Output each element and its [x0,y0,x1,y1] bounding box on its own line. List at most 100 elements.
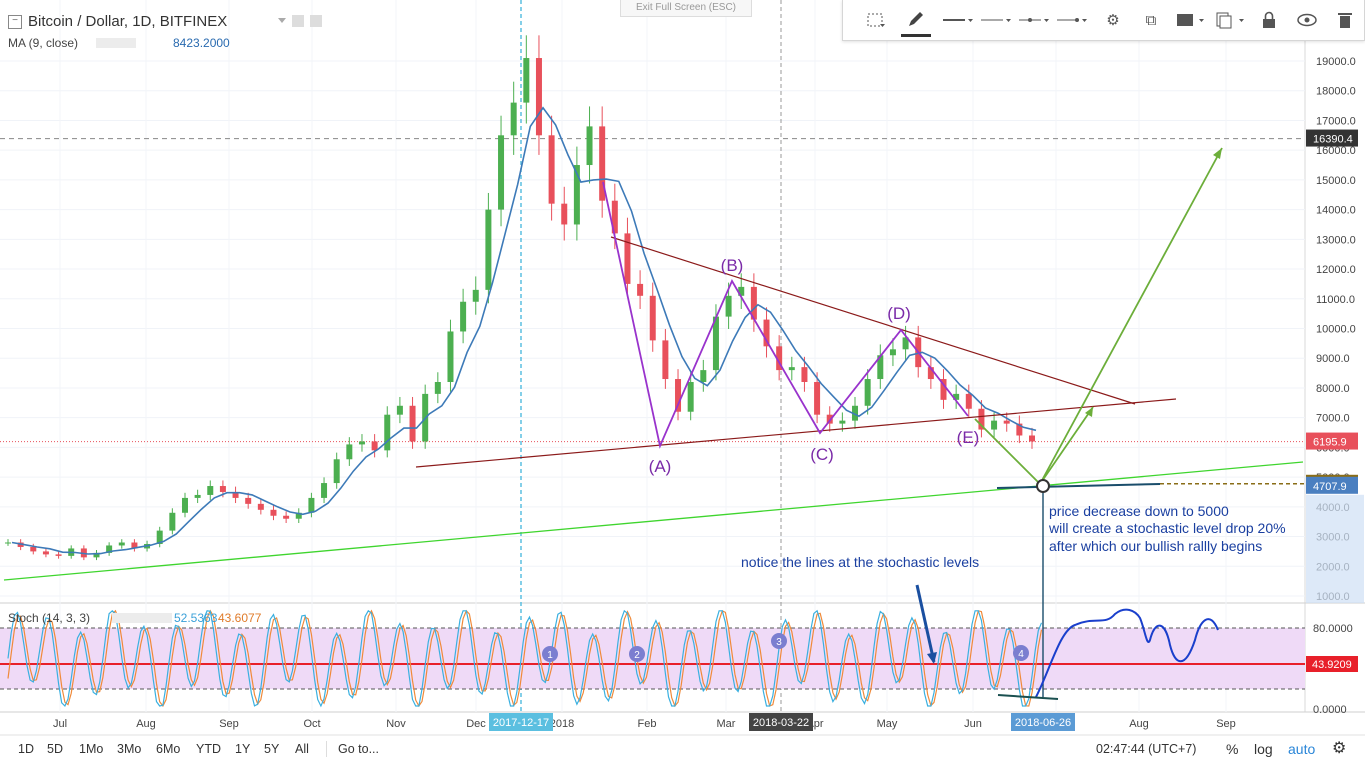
time-tick-label: Aug [1129,718,1149,730]
drawing-toolbar: ⚙ ⧉ [842,0,1365,41]
candle-body [523,58,530,103]
ma-label[interactable]: MA (9, close) [8,36,79,50]
support-line [415,398,1177,468]
candle-body [510,102,517,136]
candle-body [852,405,859,421]
stoch-tick-label: 0.0000 [1313,704,1347,716]
candle-body [181,497,188,513]
stoch-d-value: 43.6077 [218,611,262,625]
support-zone-line [996,483,1161,489]
line-style-icon[interactable] [941,6,975,34]
price-tick-label: 17000.0 [1316,115,1356,127]
date-tag [489,713,553,731]
trash-icon[interactable] [1330,6,1360,34]
divider [326,741,327,757]
candles [5,35,1035,561]
candle-body [953,393,960,400]
close-icon[interactable] [310,15,322,27]
candle-body [687,382,694,412]
stoch-current-tag [1306,656,1358,672]
arrow-head [1085,407,1093,417]
price-tick-label: 16000.0 [1316,145,1356,157]
fill-icon[interactable] [1174,6,1210,34]
annotation-text: price decrease down to 5000 [1049,503,1229,519]
range-ytd[interactable]: YTD [196,742,221,756]
candle-body [826,414,833,424]
annotation-text: will create a stochastic level drop 20% [1048,520,1286,536]
candle-body [839,420,846,424]
candle-body [106,545,113,553]
gear-icon[interactable]: ⚙ [1332,740,1347,757]
price-tick-label: 11000.0 [1316,294,1355,306]
candle-body [599,126,606,201]
range-6mo[interactable]: 6Mo [156,742,181,756]
candle-body [358,441,365,445]
candle-body [434,382,441,394]
wave-label: (E) [957,428,980,447]
clone-icon[interactable] [1214,6,1250,34]
long-trendline [3,461,1304,581]
range-1y[interactable]: 1Y [235,742,251,756]
candle-body [257,503,264,510]
arrow-head [1213,148,1222,159]
time-tick-label: Jun [964,718,982,730]
stoch-marker [629,646,645,662]
callout-arrow [915,584,936,663]
range-3mo[interactable]: 3Mo [117,742,142,756]
exit-fullscreen-button[interactable]: Exit Full Screen (ESC) [620,0,752,17]
stoch-label[interactable]: Stoch (14, 3, 3) [8,611,91,625]
candle-body [725,295,732,317]
ma-controls-icon[interactable] [96,38,136,48]
chevron-down-icon[interactable] [278,18,286,23]
price-axis-range [1306,494,1364,603]
collapse-icon[interactable]: − [8,15,22,29]
stoch-controls-icon[interactable] [112,613,172,623]
stoch-support-line [997,694,1059,700]
candle-body [156,530,163,544]
price-tag [1306,129,1358,147]
wave-path [602,181,969,449]
line-width-icon[interactable] [979,6,1013,34]
stoch-tick-label: 80.0000 [1313,623,1353,635]
candle-body [1016,423,1023,436]
price-tick-label: 10000.0 [1316,324,1356,336]
candle-body [700,370,707,382]
percent-toggle[interactable]: % [1226,741,1239,757]
price-tick-label: 9000.0 [1316,353,1350,365]
auto-toggle[interactable]: auto [1288,741,1316,757]
log-toggle[interactable]: log [1254,741,1273,757]
goto-button[interactable]: Go to... [338,742,379,756]
candle-body [940,379,947,400]
price-tick-label: 13000.0 [1316,234,1356,246]
eye-icon[interactable] [1292,6,1322,34]
settings-icon[interactable] [292,15,304,27]
gear-icon[interactable]: ⚙ [1106,12,1120,29]
pencil-icon[interactable] [901,6,931,37]
candle-body [232,491,239,498]
candle-body [573,165,580,225]
candle-body [42,551,49,555]
range-5d[interactable]: 5D [47,742,63,756]
time-tick-label: Nov [386,718,406,730]
resistance-line [610,236,1136,405]
dot-line-icon[interactable] [1017,6,1051,34]
symbol-title[interactable]: Bitcoin / Dollar, 1D, BITFINEX [28,13,228,30]
range-1mo[interactable]: 1Mo [79,742,104,756]
candle-body [384,414,391,451]
candle-body [245,497,252,504]
range-1d[interactable]: 1D [18,742,34,756]
candle-body [788,367,795,371]
date-tag [749,713,813,731]
template-icon[interactable]: ⧉ [1145,11,1157,29]
stoch-marker-label: 4 [1018,649,1024,660]
clock: 02:47:44 (UTC+7) [1096,742,1197,756]
range-all[interactable]: All [295,742,309,756]
range-5y[interactable]: 5Y [264,742,280,756]
lock-icon[interactable] [1254,6,1284,34]
candle-body [978,408,985,430]
crosshair-icon[interactable] [861,6,891,34]
target-circle [1036,479,1050,493]
arrow-line-icon[interactable] [1055,6,1089,34]
candle-body [548,135,555,204]
